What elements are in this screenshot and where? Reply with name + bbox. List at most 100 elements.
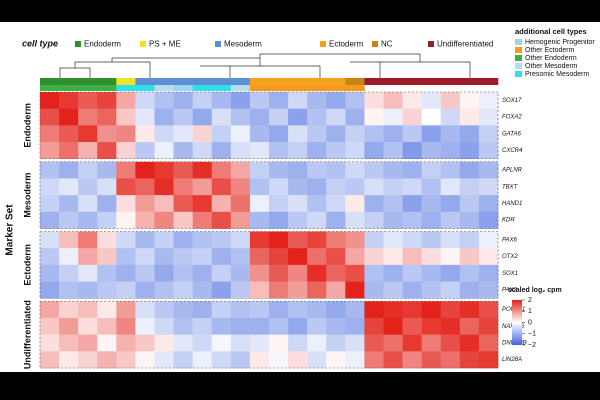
heatmap-cell bbox=[440, 92, 461, 109]
heatmap-cell bbox=[269, 92, 289, 109]
heatmap-cell bbox=[364, 248, 384, 266]
heatmap-cell bbox=[326, 108, 346, 126]
heatmap-cell bbox=[135, 351, 155, 369]
heatmap-cell bbox=[383, 211, 403, 229]
heatmap-cell bbox=[78, 351, 98, 369]
cell-type-annotation bbox=[230, 78, 251, 85]
heatmap-cell bbox=[402, 125, 422, 143]
heatmap-cell bbox=[364, 231, 384, 249]
heatmap-cell bbox=[345, 195, 365, 213]
heatmap-cell bbox=[192, 92, 213, 109]
gene-label: GATA6 bbox=[502, 131, 521, 137]
heatmap-cell bbox=[326, 334, 346, 352]
heatmap-cell bbox=[211, 195, 232, 213]
heatmap-cell bbox=[459, 92, 480, 109]
heatmap-cell bbox=[383, 178, 403, 196]
heatmap-cell bbox=[40, 281, 60, 299]
heatmap-cell bbox=[364, 281, 384, 299]
heatmap-cell bbox=[192, 161, 213, 179]
heatmap-cell bbox=[135, 142, 155, 160]
heatmap-cell bbox=[78, 92, 98, 109]
heatmap-cell bbox=[478, 248, 499, 266]
heatmap-cell bbox=[459, 248, 480, 266]
heatmap-cell bbox=[230, 231, 251, 249]
heatmap-cell bbox=[173, 178, 193, 196]
heatmap-cell bbox=[307, 178, 327, 196]
heatmap-cell bbox=[173, 248, 193, 266]
heatmap-cell bbox=[440, 178, 461, 196]
heatmap-cell bbox=[288, 178, 308, 196]
heatmap-cell bbox=[40, 317, 60, 335]
cell-type-annotation bbox=[440, 78, 461, 85]
dendrogram bbox=[59, 53, 471, 78]
legend-swatch bbox=[75, 41, 81, 47]
cell-type-annotation bbox=[59, 78, 79, 85]
heatmap-cell bbox=[173, 317, 193, 335]
heatmap-cell bbox=[211, 248, 232, 266]
heatmap-cell bbox=[345, 142, 365, 160]
heatmap-cell bbox=[211, 178, 232, 196]
legend-swatch bbox=[515, 47, 522, 53]
heatmap-cell bbox=[440, 317, 461, 335]
heatmap-cell bbox=[307, 211, 327, 229]
heatmap-cell bbox=[59, 231, 79, 249]
heatmap-cell bbox=[459, 125, 480, 143]
heatmap-cell bbox=[478, 195, 499, 213]
additional-annotation bbox=[192, 85, 213, 91]
heatmap-cell bbox=[154, 92, 174, 109]
heatmap-cell bbox=[116, 195, 136, 213]
heatmap-cell bbox=[78, 334, 98, 352]
heatmap-cell bbox=[230, 351, 251, 369]
heatmap-cell bbox=[40, 264, 60, 282]
heatmap-cell bbox=[154, 264, 174, 282]
heatmap-cell bbox=[402, 264, 422, 282]
heatmap-cell bbox=[97, 92, 117, 109]
heatmap-cell bbox=[97, 264, 117, 282]
legend-swatch bbox=[372, 41, 378, 47]
additional-title: additional cell types bbox=[515, 27, 587, 36]
heatmap-cell bbox=[478, 211, 499, 229]
heatmap-cell bbox=[459, 301, 480, 319]
heatmap-cell bbox=[211, 161, 232, 179]
heatmap-cell bbox=[173, 334, 193, 352]
heatmap-cell bbox=[402, 248, 422, 266]
heatmap-cell bbox=[249, 264, 270, 282]
legend-swatch bbox=[320, 41, 326, 47]
heatmap-cell bbox=[459, 317, 480, 335]
heatmap-cell bbox=[269, 231, 289, 249]
heatmap-cell bbox=[59, 334, 79, 352]
heatmap-cell bbox=[59, 195, 79, 213]
heatmap-cell bbox=[402, 92, 422, 109]
heatmap-cell bbox=[269, 211, 289, 229]
heatmap-cell bbox=[402, 178, 422, 196]
heatmap-cell bbox=[173, 301, 193, 319]
heatmap-cell bbox=[59, 125, 79, 143]
heatmap-cell bbox=[307, 264, 327, 282]
heatmap-cell bbox=[192, 281, 213, 299]
heatmap-cell bbox=[230, 92, 251, 109]
heatmap-cell bbox=[211, 92, 232, 109]
legend-label: Presomic Mesoderm bbox=[525, 71, 589, 78]
heatmap-cell bbox=[40, 92, 60, 109]
gene-label: KDR bbox=[502, 218, 515, 224]
heatmap-cell bbox=[269, 317, 289, 335]
heatmap-cell bbox=[345, 125, 365, 143]
heatmap-cell bbox=[154, 301, 174, 319]
heatmap-cell bbox=[307, 125, 327, 143]
cell-type-annotation bbox=[459, 78, 480, 85]
heatmap-cell bbox=[135, 281, 155, 299]
heatmap-cell bbox=[192, 301, 213, 319]
heatmap-cell bbox=[440, 264, 461, 282]
heatmap-cell bbox=[135, 178, 155, 196]
heatmap-cell bbox=[383, 142, 403, 160]
additional-annotation bbox=[154, 85, 174, 91]
heatmap-cell bbox=[364, 351, 384, 369]
heatmap-cell bbox=[288, 161, 308, 179]
heatmap-cell bbox=[383, 125, 403, 143]
heatmap-cell bbox=[78, 248, 98, 266]
heatmap-cell bbox=[116, 351, 136, 369]
heatmap-cell bbox=[135, 161, 155, 179]
heatmap-cell bbox=[249, 195, 270, 213]
heatmap-cell bbox=[154, 142, 174, 160]
